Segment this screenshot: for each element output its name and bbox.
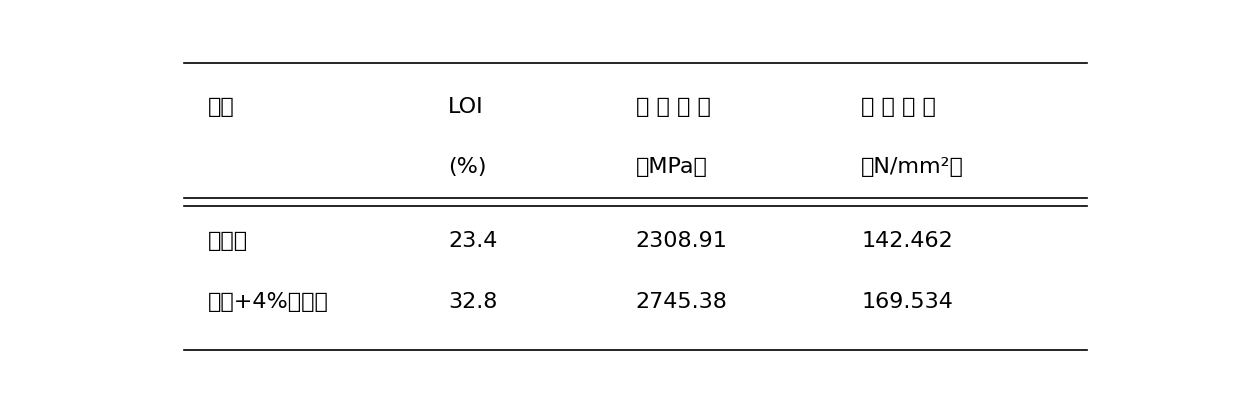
Text: LOI: LOI [448,97,484,117]
Text: 环氧+4%添加剂: 环氧+4%添加剂 [208,292,329,312]
Text: 32.8: 32.8 [448,292,497,312]
Text: （N/mm²）: （N/mm²） [862,157,965,177]
Text: 2745.38: 2745.38 [635,292,728,312]
Text: 纯环氧: 纯环氧 [208,231,248,251]
Text: 弯 曲 模 量: 弯 曲 模 量 [635,97,711,117]
Text: 2308.91: 2308.91 [635,231,728,251]
Text: 样品: 样品 [208,97,234,117]
Text: 169.534: 169.534 [862,292,954,312]
Text: （MPa）: （MPa） [635,157,707,177]
Text: 23.4: 23.4 [448,231,497,251]
Text: 142.462: 142.462 [862,231,954,251]
Text: 弯 曲 强 度: 弯 曲 强 度 [862,97,936,117]
Text: (%): (%) [448,157,486,177]
